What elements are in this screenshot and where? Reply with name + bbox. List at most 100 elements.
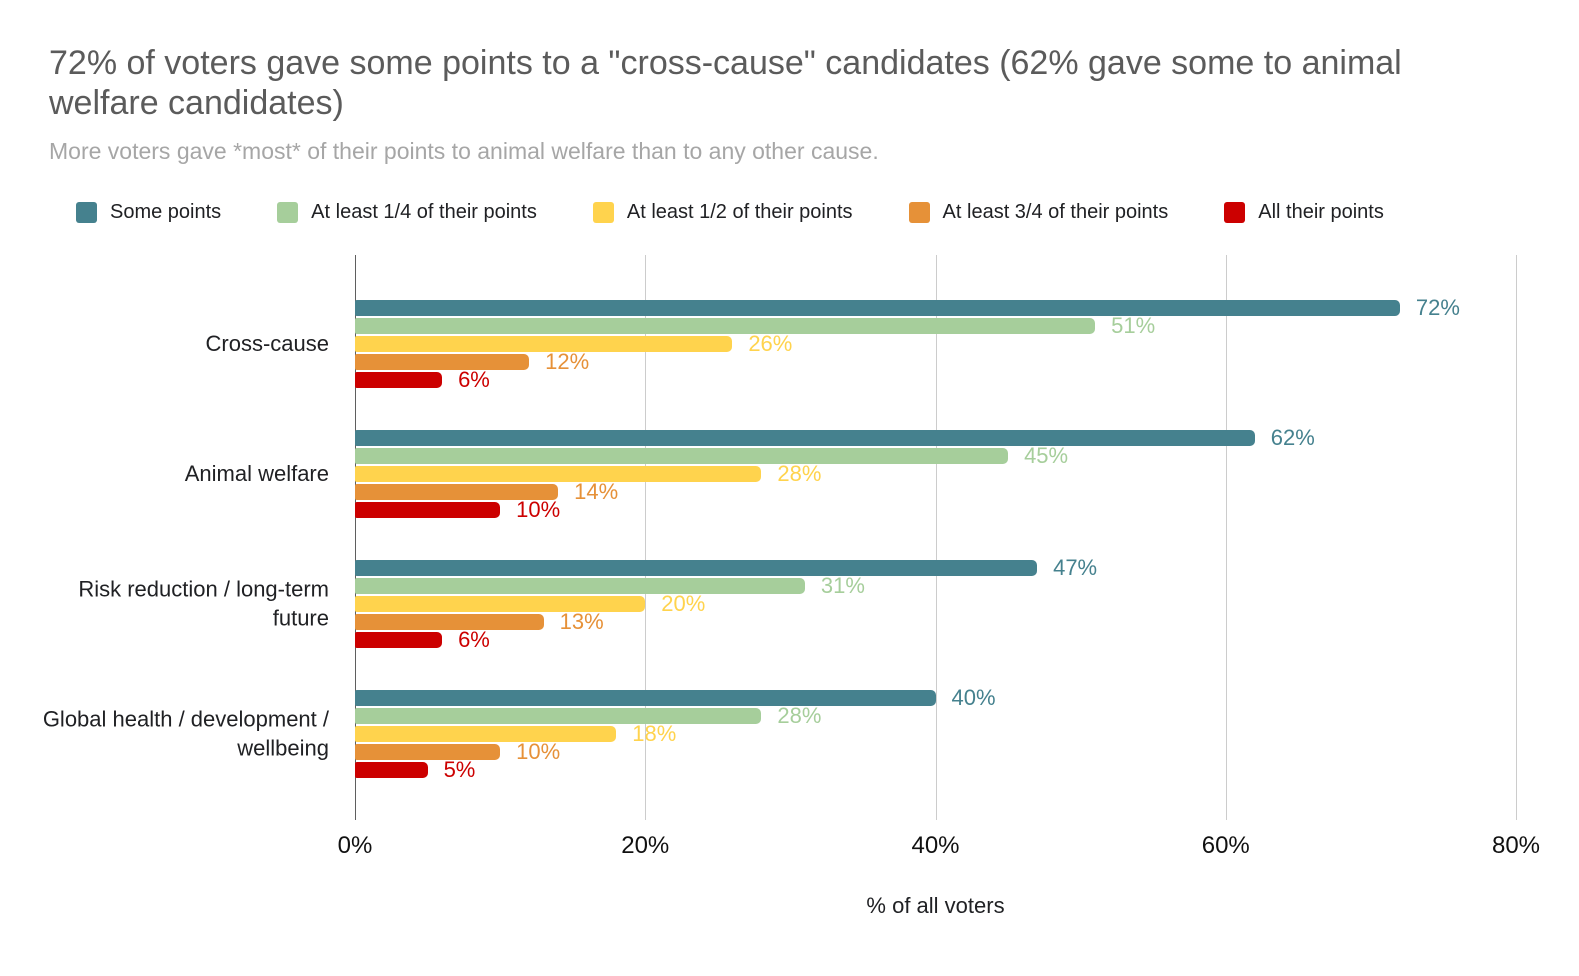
bar: 26% [355, 331, 792, 356]
bar: 40% [355, 685, 996, 710]
chart-header: 72% of voters gave some points to a "cro… [0, 0, 1579, 165]
legend: Some points At least 1/4 of their points A… [76, 201, 1579, 224]
bar-value-label: 28% [777, 702, 822, 728]
bar-row: 47% [355, 555, 1516, 580]
category-label: Cross-cause [205, 330, 329, 356]
x-tick-label: 20% [621, 831, 670, 859]
bar-value-label: 13% [559, 608, 604, 634]
legend-swatch [908, 201, 930, 223]
bar-row: 6% [355, 367, 1516, 392]
bar-row: 45% [355, 443, 1516, 468]
bar-value-label: 40% [951, 684, 996, 710]
bar-value-label: 14% [574, 478, 619, 504]
bar-value-label: 26% [748, 330, 793, 356]
x-tick-label: 0% [337, 831, 373, 859]
bar-row: 14% [355, 479, 1516, 504]
chart: Cross-cause Animal welfare Risk reduction … [0, 254, 1579, 955]
bar-row: 6% [355, 627, 1516, 652]
y-axis-labels: Cross-cause Animal welfare Risk reduction … [0, 255, 341, 820]
x-axis-ticks: 0% 20% 40% 60% 80% [338, 831, 1540, 866]
bar-row: 5% [355, 757, 1516, 782]
axis-baseline [355, 254, 356, 820]
bar: 62% [355, 425, 1315, 450]
bar-group: 72% 51% 26% 12% 6% [355, 295, 1516, 392]
bar-row: 62% [355, 425, 1516, 450]
bar: 10% [355, 497, 560, 522]
legend-item: At least 1/2 of their points [592, 200, 853, 224]
bar: 47% [355, 555, 1097, 580]
bar-row: 28% [355, 703, 1516, 728]
gridline [935, 254, 937, 820]
bar: 31% [355, 573, 865, 598]
bar-value-label: 51% [1111, 312, 1156, 338]
bar: 45% [355, 443, 1068, 468]
category-label: Animal welfare [184, 460, 329, 486]
bar-row: 26% [355, 331, 1516, 356]
bar-value-label: 6% [458, 626, 490, 652]
x-tick-label: 60% [1201, 831, 1250, 859]
bar-value-label: 28% [777, 460, 822, 486]
bar-row: 28% [355, 461, 1516, 486]
bar-row: 31% [355, 573, 1516, 598]
bar-value-label: 6% [458, 366, 490, 392]
bar: 13% [355, 609, 604, 634]
legend-label: All their points [1258, 200, 1384, 223]
legend-item: At least 3/4 of their points [908, 200, 1169, 224]
legend-item: All their points [1224, 201, 1384, 224]
gridline [645, 254, 647, 820]
legend-item: At least 1/4 of their points [277, 201, 537, 224]
legend-label: At least 1/2 of their points [626, 200, 853, 223]
bar: 5% [355, 757, 475, 782]
bar-value-label: 47% [1053, 554, 1098, 580]
bar-value-label: 62% [1270, 424, 1315, 450]
bar: 12% [355, 349, 589, 374]
bar-value-label: 18% [632, 720, 677, 746]
bar-value-label: 72% [1415, 294, 1460, 320]
legend-item: Some points [76, 201, 221, 224]
bar-value-label: 5% [443, 756, 476, 782]
bar-value-label: 12% [545, 348, 590, 374]
bar: 28% [355, 703, 821, 728]
bar-group: 47% 31% 20% 13% 6% [355, 555, 1516, 652]
bar-group: 40% 28% 18% 10% 5% [355, 685, 1516, 782]
bar-value-label: 10% [516, 738, 561, 764]
bar-row: 72% [355, 295, 1516, 320]
legend-swatch [592, 201, 614, 223]
legend-label: Some points [110, 200, 222, 223]
x-tick-label: 40% [911, 831, 960, 859]
category-label: Risk reduction / long-term future [78, 575, 329, 631]
category-label: Global health / development / wellbeing [42, 705, 329, 761]
gridline [1516, 254, 1517, 820]
bar-row: 13% [355, 609, 1516, 634]
chart-title: 72% of voters gave some points to a "cro… [49, 44, 1402, 122]
bar: 20% [355, 591, 705, 616]
legend-swatch [76, 201, 97, 223]
gridline [1225, 254, 1227, 820]
bar-row: 20% [355, 591, 1516, 616]
bar-value-label: 45% [1024, 442, 1069, 468]
bar: 51% [355, 313, 1155, 338]
bar: 72% [355, 295, 1460, 320]
chart-subtitle: More voters gave *most* of their points … [49, 137, 879, 164]
bar-value-label: 10% [516, 496, 561, 522]
bar: 28% [355, 461, 821, 486]
bar: 6% [355, 367, 490, 392]
bar: 6% [355, 627, 490, 652]
legend-swatch [1224, 201, 1246, 223]
x-axis-title: % of all voters [866, 892, 1005, 918]
bar-row: 51% [355, 313, 1516, 338]
bar: 10% [355, 739, 560, 764]
bar-value-label: 31% [820, 572, 865, 598]
bar-row: 40% [355, 685, 1516, 710]
x-tick-label: 80% [1491, 831, 1541, 859]
bar-row: 18% [355, 721, 1516, 746]
bar: 14% [355, 479, 618, 504]
bar-row: 10% [355, 739, 1516, 764]
bar: 18% [355, 721, 676, 746]
legend-swatch [277, 201, 299, 223]
legend-label: At least 1/4 of their points [311, 200, 537, 223]
bar-group: 62% 45% 28% 14% 10% [355, 425, 1516, 522]
bar-row: 10% [355, 497, 1516, 522]
legend-label: At least 3/4 of their points [942, 200, 1169, 223]
plot-area: 72% 51% 26% 12% 6% 62% 45% 28% 14% 10% 47% 31% 20% 13… [355, 254, 1517, 820]
